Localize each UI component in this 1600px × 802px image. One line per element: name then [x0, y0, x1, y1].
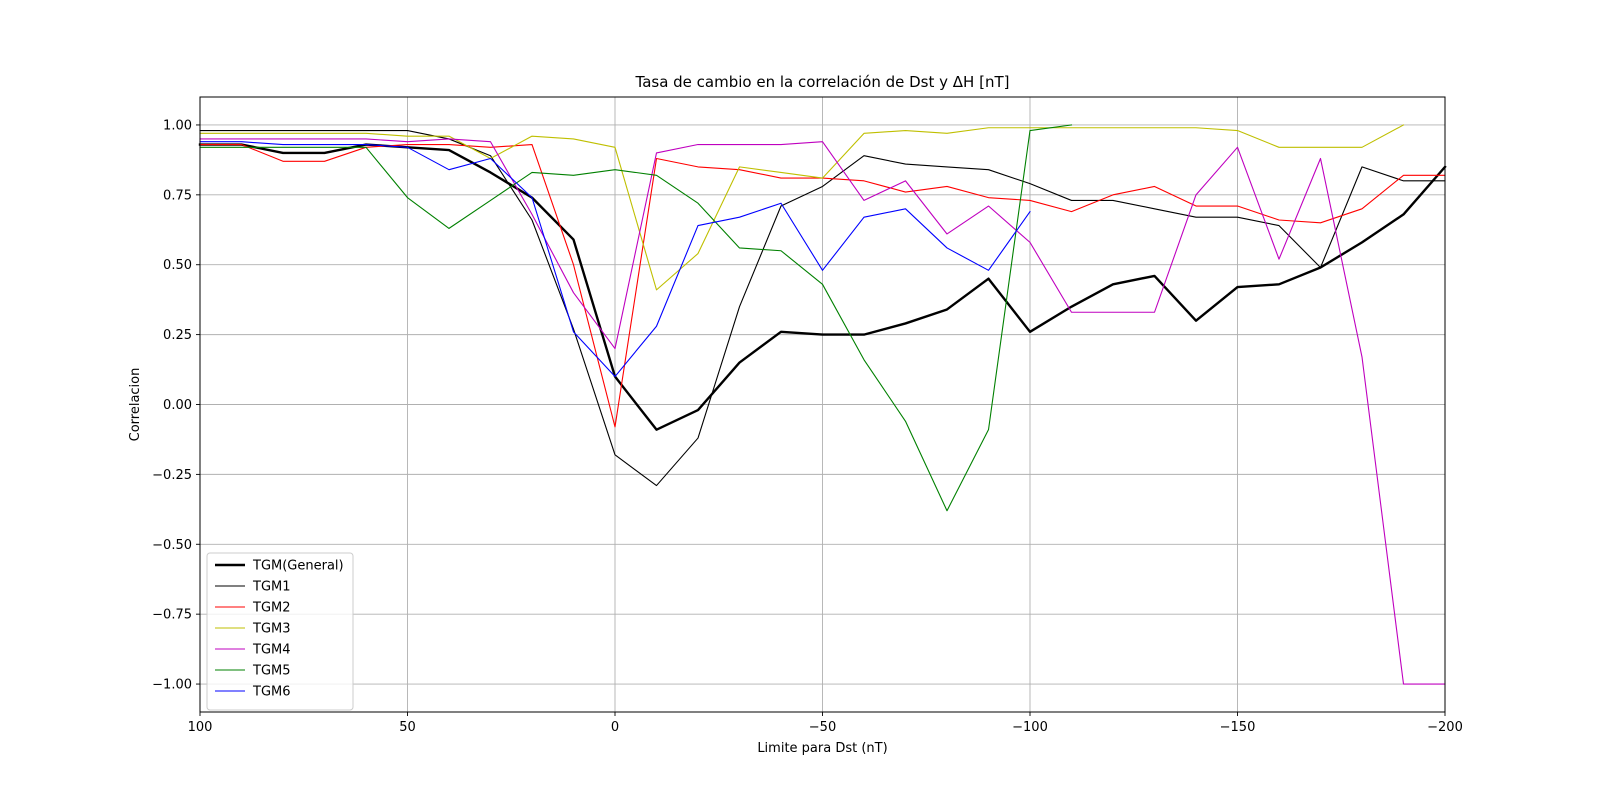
chart-title: Tasa de cambio en la correlación de Dst … [635, 73, 1010, 91]
legend-label: TGM1 [252, 580, 291, 595]
series-line-tgm5 [199, 124, 1073, 512]
x-tick-label: −150 [1220, 720, 1256, 735]
legend-label: TGM4 [252, 643, 291, 658]
series-line-tgm1 [199, 130, 1446, 487]
y-axis-ticks: −1.00 −0.75 −0.50 −0.25 0.00 0.25 0.50 0.75 1.00 [152, 118, 200, 693]
legend-label: TGM3 [252, 622, 291, 637]
grid-layer [199, 97, 1446, 712]
x-tick-label: −50 [809, 720, 836, 735]
y-tick-label: −0.50 [152, 538, 192, 553]
series-line-tgm6 [199, 141, 1031, 378]
x-tick-label: 0 [611, 720, 619, 735]
x-tick-label: −200 [1427, 720, 1463, 735]
legend: TGM(General) TGM1 TGM2 TGM3 TGM4 TGM5 TGM6 [206, 552, 354, 711]
y-tick-label: −1.00 [152, 678, 192, 693]
y-tick-label: −0.75 [152, 608, 192, 623]
x-tick-label: 50 [399, 720, 416, 735]
x-tick-label: −100 [1012, 720, 1048, 735]
series-layer [198, 124, 1447, 685]
legend-label: TGM(General) [252, 559, 344, 574]
x-axis-label: Limite para Dst (nT) [757, 741, 887, 756]
y-tick-label: 0.75 [163, 188, 192, 203]
y-tick-label: −0.25 [152, 468, 192, 483]
y-tick-label: 0.25 [163, 328, 192, 343]
y-tick-label: 1.00 [163, 118, 192, 133]
legend-label: TGM2 [252, 601, 291, 616]
x-axis-ticks: 100 50 0 −50 −100 −150 −200 [188, 712, 1463, 735]
legend-label: TGM6 [252, 685, 291, 700]
y-tick-label: 0.50 [163, 258, 192, 273]
y-axis-label: Correlacion [128, 368, 143, 442]
legend-label: TGM5 [252, 664, 291, 679]
x-tick-label: 100 [188, 720, 213, 735]
legend-box [206, 552, 354, 711]
y-tick-label: 0.00 [163, 398, 192, 413]
series-line-tgm3 [199, 124, 1405, 291]
series-line-tgm4 [199, 138, 1446, 685]
